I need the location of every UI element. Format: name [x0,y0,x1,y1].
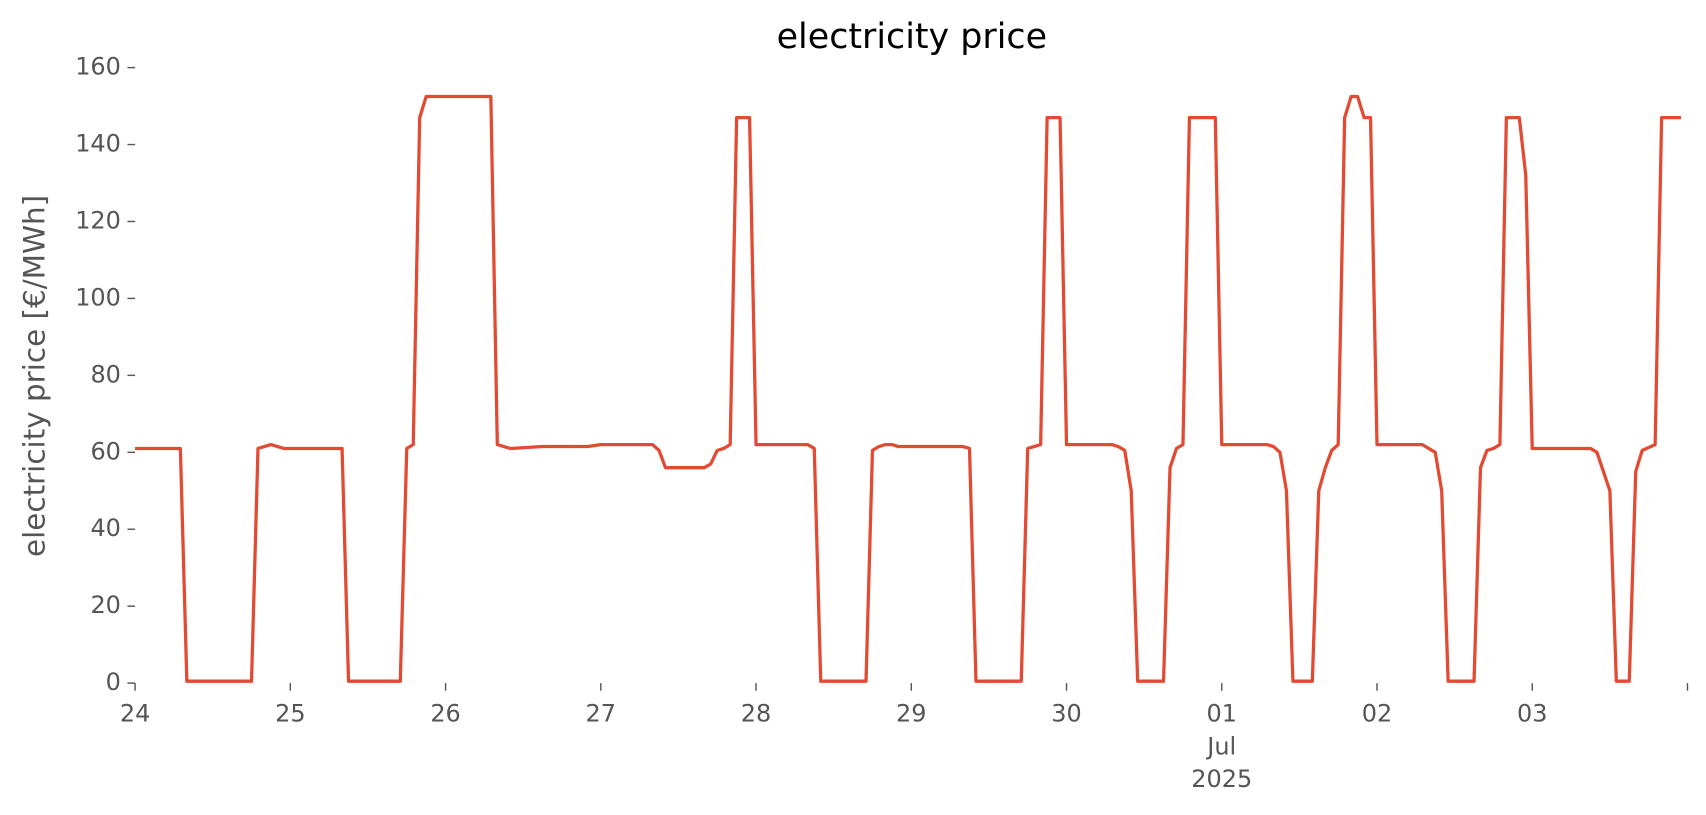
x-tick-label: 30 [1051,700,1081,728]
x-tick-label: 01 [1207,700,1237,728]
x-tick-label: 24 [120,700,150,728]
y-tick-label: 80 [90,360,120,388]
x-tick-label: 25 [275,700,305,728]
y-tick-label: 40 [90,514,120,542]
y-tick-label: 100 [75,283,121,311]
price-line [135,94,1682,683]
x-tick-label: 03 [1517,700,1547,728]
y-tick-label: 160 [75,53,121,81]
x-tick-label: 27 [586,700,616,728]
x-tick-label: 02 [1362,700,1392,728]
y-tick-label: 60 [90,437,120,465]
x-tick-label: 26 [430,700,460,728]
y-tick-label: 140 [75,130,121,158]
y-tick-label: 0 [106,668,121,696]
chart-title: electricity price [777,17,1047,57]
x-tick-label: 28 [741,700,771,728]
y-tick-label: 120 [75,206,121,234]
x-tick-label: 2025 [1191,765,1252,793]
y-tick-label: 20 [90,591,120,619]
x-tick-label: Jul [1205,732,1236,760]
y-axis-label: electricity price [€/MWh] [17,195,51,557]
x-tick-label: 29 [896,700,926,728]
